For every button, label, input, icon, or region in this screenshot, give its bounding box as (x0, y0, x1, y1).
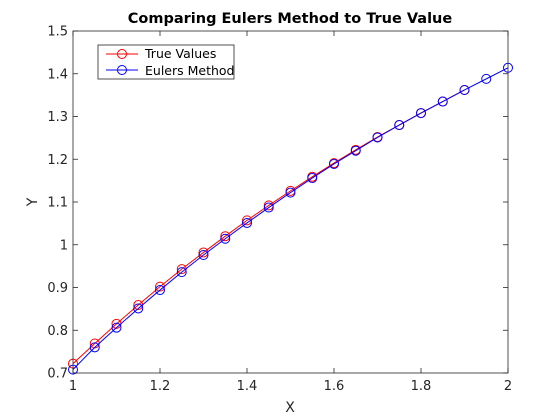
y-axis-label: Y (25, 197, 41, 207)
data-point-eulers-method-13 (350, 145, 361, 156)
axes-layer: 1 1.2 1.4 1.6 1.8 2 0.7 0.8 0.9 1 1.1 1.2 1.3 1.4 1.5 (47, 25, 512, 395)
data-point-eulers-method-19 (481, 73, 492, 84)
y-tick-label-2: 0.9 (47, 281, 68, 296)
x-tick-label-4: 1.8 (411, 379, 432, 394)
legend-label-eulers-method: Eulers Method (145, 63, 235, 78)
data-point-eulers-method-9 (263, 202, 274, 213)
legend-marker-true-values (117, 49, 127, 59)
y-tick-label-3: 1 (60, 238, 68, 253)
data-point-eulers-method-11 (307, 173, 318, 184)
y-tick-label-5: 1.2 (47, 153, 68, 168)
x-axis-label: X (285, 400, 295, 416)
data-point-eulers-method-4 (155, 285, 165, 296)
series-line-eulers-method (72, 67, 509, 370)
data-point-true-values-6 (198, 247, 209, 258)
legend-label-true-values: True Values (144, 46, 216, 61)
x-tick-label-5: 2 (504, 379, 512, 394)
x-tick-label-0: 1 (69, 379, 77, 394)
data-point-eulers-method-1 (89, 342, 100, 353)
x-tick-label-1: 1.2 (150, 379, 171, 394)
chart-title: Comparing Eulers Method to True Value (128, 11, 453, 27)
data-point-eulers-method-17 (437, 96, 448, 107)
legend-marker-eulers-method (117, 65, 127, 75)
data-point-true-values-7 (220, 231, 231, 242)
legend: True Values Eulers Method (97, 44, 235, 80)
y-tick-label-6: 1.3 (47, 110, 68, 125)
legend-box (97, 44, 235, 80)
y-tick-label-4: 1.1 (47, 196, 68, 211)
data-point-eulers-method-8 (242, 217, 252, 228)
data-point-eulers-method-5 (176, 267, 187, 278)
y-tick-label-7: 1.4 (47, 67, 68, 82)
y-tick-label-0: 0.7 (47, 367, 68, 382)
plot-area (73, 31, 508, 373)
data-point-eulers-method-10 (285, 187, 296, 198)
x-tick-label-2: 1.4 (237, 379, 258, 394)
data-point-eulers-method-14 (372, 132, 383, 143)
x-tick-label-3: 1.6 (324, 379, 345, 394)
data-point-eulers-method-2 (111, 322, 122, 333)
data-point-true-values-8 (242, 215, 252, 226)
y-tick-label-1: 0.8 (47, 324, 68, 339)
data-point-eulers-method-3 (133, 303, 144, 314)
data-point-eulers-method-16 (416, 108, 426, 119)
data-point-eulers-method-18 (459, 84, 470, 95)
data-point-eulers-method-7 (220, 233, 231, 244)
data-point-eulers-method-12 (329, 158, 339, 169)
data-point-eulers-method-6 (198, 250, 209, 261)
data-point-eulers-method-15 (394, 120, 405, 131)
y-tick-label-8: 1.5 (47, 25, 68, 40)
